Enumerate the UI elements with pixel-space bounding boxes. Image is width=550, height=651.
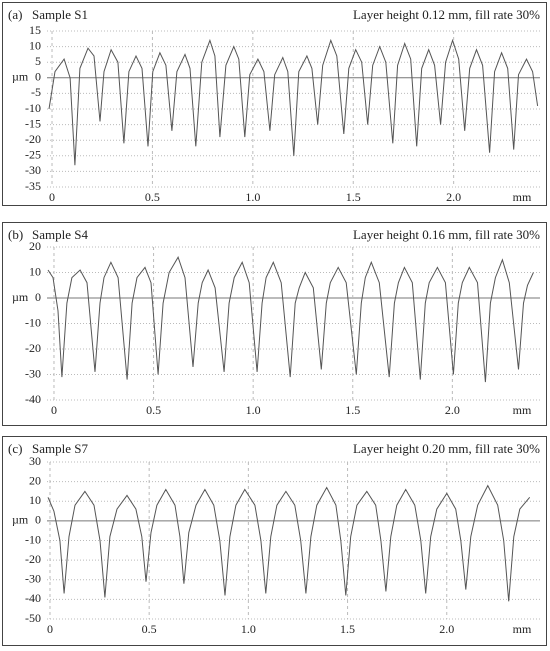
- x-axis-label: mm: [513, 403, 532, 417]
- y-tick-label: -15: [25, 116, 41, 130]
- x-tick-label: 0: [49, 190, 55, 204]
- x-tick-label: 2.0: [446, 190, 461, 204]
- y-tick-label: 0: [35, 290, 41, 304]
- y-tick-label: -10: [25, 101, 41, 115]
- y-tick-label: -40: [25, 591, 41, 605]
- x-tick-label: 1.0: [241, 622, 256, 636]
- x-tick-label: 1.0: [246, 403, 261, 417]
- chart-title: Sample S1: [32, 7, 88, 22]
- panel-frame: [2, 222, 547, 426]
- y-tick-label: 10: [29, 38, 41, 52]
- x-tick-label: 0.5: [145, 190, 160, 204]
- y-tick-label: -50: [25, 611, 41, 625]
- panel-label: (b): [8, 227, 23, 242]
- x-tick-label: 0.5: [146, 403, 161, 417]
- y-tick-label: -25: [25, 148, 41, 162]
- y-tick-label: -40: [25, 392, 41, 406]
- chart-subtitle: Layer height 0.16 mm, fill rate 30%: [353, 227, 540, 242]
- y-tick-label: -30: [25, 366, 41, 380]
- chart-title: Sample S4: [32, 227, 88, 242]
- y-tick-label: -10: [25, 315, 41, 329]
- y-tick-label: 0: [35, 513, 41, 527]
- x-tick-label: 0: [51, 403, 57, 417]
- profile-line: [47, 256, 534, 383]
- y-tick-label: 0: [35, 70, 41, 84]
- panel-frame: [2, 2, 547, 206]
- y-tick-label: 15: [29, 23, 41, 37]
- x-tick-label: 1.5: [346, 190, 361, 204]
- chart-subtitle: Layer height 0.12 mm, fill rate 30%: [353, 7, 540, 22]
- panel-label: (c): [8, 441, 22, 456]
- y-axis-label: µm: [12, 290, 29, 304]
- y-tick-label: -20: [25, 132, 41, 146]
- x-axis-label: mm: [513, 190, 532, 204]
- y-tick-label: -5: [31, 85, 41, 99]
- y-tick-label: 20: [29, 473, 41, 487]
- x-tick-label: 0: [47, 622, 53, 636]
- y-axis-label: µm: [12, 513, 29, 527]
- x-tick-label: 0.5: [142, 622, 157, 636]
- profile-line: [48, 38, 539, 166]
- y-tick-label: -20: [25, 341, 41, 355]
- y-tick-label: 30: [29, 454, 41, 468]
- chart-subtitle: Layer height 0.20 mm, fill rate 30%: [353, 441, 540, 456]
- y-axis-label: µm: [12, 70, 29, 84]
- x-tick-label: 2.0: [439, 622, 454, 636]
- x-axis-label: mm: [513, 622, 532, 636]
- y-tick-label: -10: [25, 532, 41, 546]
- panel-frame: [2, 436, 547, 646]
- y-tick-label: -30: [25, 163, 41, 177]
- y-tick-label: -20: [25, 552, 41, 566]
- chart-title: Sample S7: [32, 441, 88, 456]
- y-tick-label: 10: [29, 264, 41, 278]
- y-tick-label: -30: [25, 572, 41, 586]
- y-tick-label: -35: [25, 179, 41, 193]
- y-tick-label: 5: [35, 54, 41, 68]
- panel-label: (a): [8, 7, 22, 22]
- y-tick-label: 10: [29, 493, 41, 507]
- y-tick-label: 20: [29, 239, 41, 253]
- x-tick-label: 1.0: [245, 190, 260, 204]
- x-tick-label: 2.0: [445, 403, 460, 417]
- x-tick-label: 1.5: [345, 403, 360, 417]
- x-tick-label: 1.5: [340, 622, 355, 636]
- profile-line: [47, 484, 531, 602]
